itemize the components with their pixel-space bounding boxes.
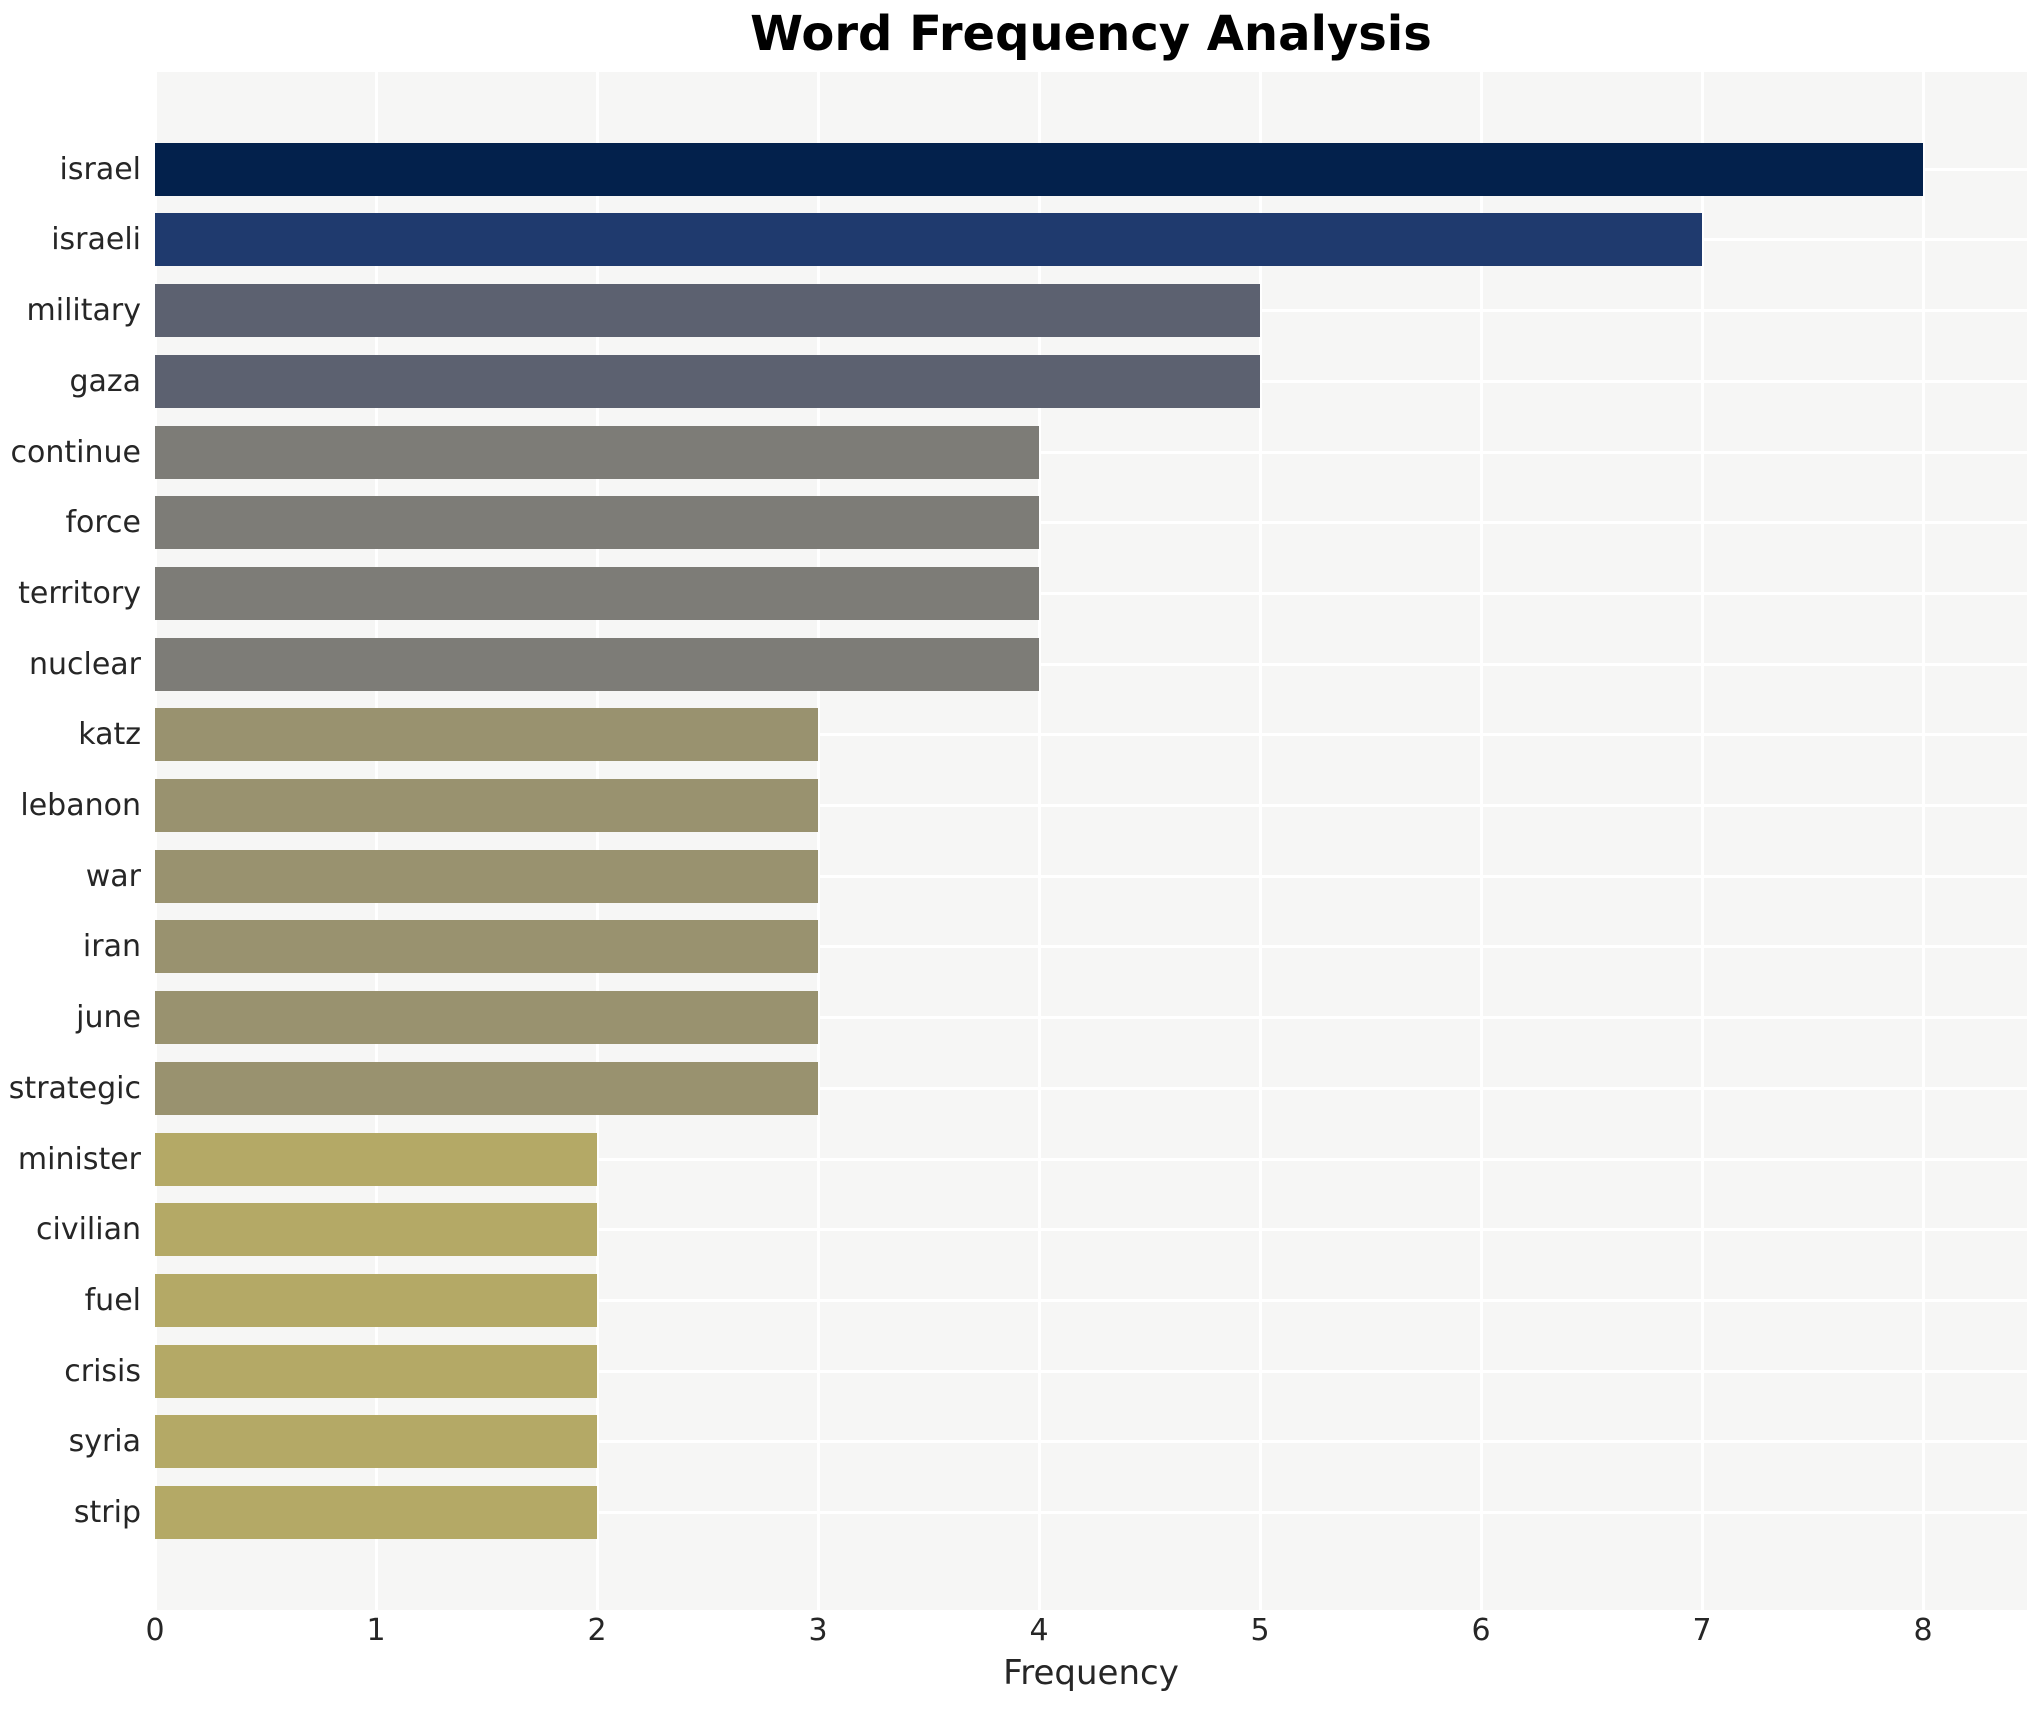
x-axis-label: Frequency bbox=[1003, 1653, 1179, 1693]
gridline-x-8 bbox=[1922, 72, 1925, 1610]
bar-iran bbox=[155, 920, 818, 974]
bar-nuclear bbox=[155, 637, 1039, 691]
y-label-syria: syria bbox=[68, 1424, 141, 1460]
gridline-y-lebanon bbox=[155, 804, 2027, 807]
gridline-y-strip bbox=[155, 1511, 2027, 1514]
bar-strategic bbox=[155, 1061, 818, 1115]
gridline-y-syria bbox=[155, 1440, 2027, 1444]
bar-israeli bbox=[155, 213, 1702, 267]
x-tick-0: 0 bbox=[145, 1613, 165, 1648]
chart-title: Word Frequency Analysis bbox=[750, 6, 1432, 62]
x-tick-5: 5 bbox=[1250, 1613, 1270, 1648]
gridline-y-war bbox=[155, 874, 2027, 878]
gridline-y-iran bbox=[155, 945, 2027, 949]
y-label-civilian: civilian bbox=[36, 1212, 141, 1248]
bar-strip bbox=[155, 1486, 597, 1539]
bar-fuel bbox=[155, 1273, 597, 1327]
y-label-lebanon: lebanon bbox=[20, 788, 141, 823]
gridline-y-civilian bbox=[155, 1228, 2027, 1232]
bar-katz bbox=[155, 708, 818, 762]
gridline-x-7 bbox=[1701, 72, 1704, 1610]
y-label-katz: katz bbox=[78, 717, 141, 753]
y-label-june: june bbox=[76, 1000, 141, 1036]
x-tick-1: 1 bbox=[366, 1613, 386, 1648]
gridline-x-1 bbox=[375, 72, 378, 1610]
y-label-minister: minister bbox=[17, 1141, 141, 1177]
gridline-x-4 bbox=[1038, 72, 1041, 1610]
bar-gaza bbox=[155, 354, 1260, 408]
gridline-y-june bbox=[155, 1016, 2027, 1020]
gridline-x-5 bbox=[1259, 72, 1262, 1610]
y-label-continue: continue bbox=[10, 434, 141, 470]
y-label-strip: strip bbox=[73, 1495, 141, 1530]
bar-civilian bbox=[155, 1203, 597, 1257]
y-label-iran: iran bbox=[82, 929, 141, 965]
gridline-x-2 bbox=[596, 72, 599, 1610]
y-label-israeli: israeli bbox=[51, 222, 141, 258]
gridline-y-force bbox=[155, 521, 2027, 525]
bar-continue bbox=[155, 425, 1039, 479]
bar-territory bbox=[155, 566, 1039, 620]
y-label-military: military bbox=[26, 293, 141, 329]
x-tick-7: 7 bbox=[1692, 1613, 1712, 1648]
y-label-force: force bbox=[65, 505, 141, 541]
y-label-nuclear: nuclear bbox=[28, 646, 141, 682]
bar-crisis bbox=[155, 1344, 597, 1398]
y-label-fuel: fuel bbox=[84, 1282, 141, 1318]
gridline-y-continue bbox=[155, 450, 2027, 454]
gridline-x-3 bbox=[817, 72, 820, 1610]
gridline-y-territory bbox=[155, 591, 2027, 595]
gridline-x-6 bbox=[1480, 72, 1483, 1610]
bar-israel bbox=[155, 142, 1923, 196]
y-label-war: war bbox=[85, 858, 141, 894]
bar-minister bbox=[155, 1132, 597, 1186]
x-tick-4: 4 bbox=[1029, 1613, 1049, 1648]
gridline-y-strategic bbox=[155, 1086, 2027, 1090]
gridline-x-0 bbox=[154, 72, 157, 1610]
x-tick-8: 8 bbox=[1913, 1613, 1933, 1648]
x-tick-3: 3 bbox=[808, 1613, 828, 1648]
y-label-territory: territory bbox=[18, 575, 141, 611]
bar-force bbox=[155, 496, 1039, 550]
x-tick-2: 2 bbox=[587, 1613, 607, 1648]
bar-military bbox=[155, 284, 1260, 338]
bar-war bbox=[155, 849, 818, 903]
bar-syria bbox=[155, 1415, 597, 1469]
gridline-y-minister bbox=[155, 1157, 2027, 1161]
y-label-strategic: strategic bbox=[8, 1070, 141, 1106]
gridline-y-nuclear bbox=[155, 662, 2027, 666]
bar-june bbox=[155, 991, 818, 1045]
x-tick-6: 6 bbox=[1471, 1613, 1491, 1648]
y-label-gaza: gaza bbox=[69, 363, 141, 399]
y-label-crisis: crisis bbox=[64, 1353, 141, 1389]
gridline-y-fuel bbox=[155, 1298, 2027, 1302]
gridline-y-katz bbox=[155, 733, 2027, 737]
bar-lebanon bbox=[155, 779, 818, 832]
y-label-israel: israel bbox=[59, 151, 141, 187]
gridline-y-crisis bbox=[155, 1369, 2027, 1373]
